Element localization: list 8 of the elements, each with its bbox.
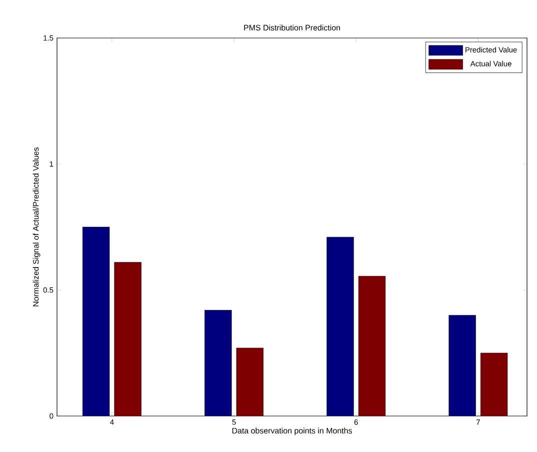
bar [82, 226, 110, 416]
bar [358, 276, 386, 416]
bar [448, 315, 476, 416]
bar [326, 236, 354, 416]
bar [480, 352, 508, 416]
bar [204, 310, 232, 416]
bar [114, 262, 142, 416]
bar [236, 348, 264, 416]
